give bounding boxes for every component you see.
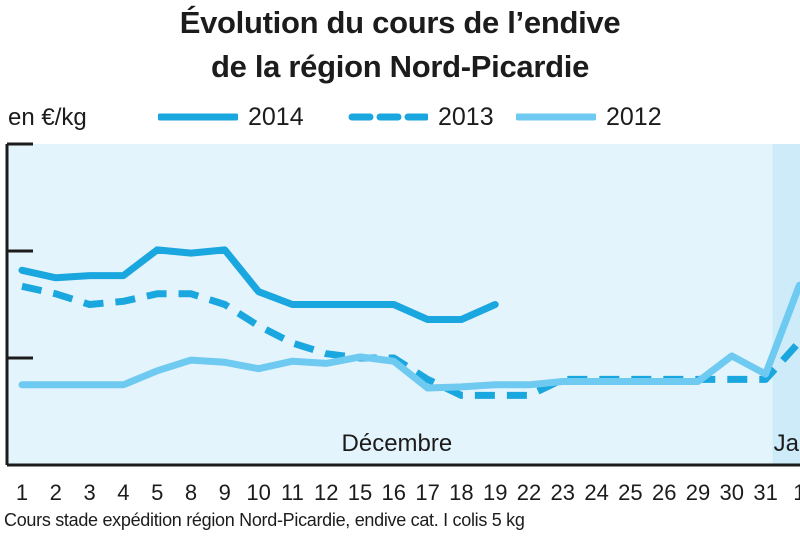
x-tick-label: 11	[281, 480, 304, 505]
y-axis-unit-label: en €/kg	[8, 104, 87, 131]
month-label: Décembre	[342, 430, 453, 457]
chart-title-line1: Évolution du cours de l’endive	[179, 5, 621, 40]
x-tick-label: 26	[652, 480, 676, 505]
x-tick-label: 16	[382, 480, 406, 505]
x-tick-label: 4	[117, 480, 129, 505]
x-tick-label: 24	[584, 480, 608, 505]
legend-label-2012: 2012	[606, 102, 662, 131]
x-tick-label: 25	[618, 480, 642, 505]
line-chart: DécembreJanv1234589101112151617181922232…	[5, 142, 800, 505]
x-tick-label: 12	[314, 480, 338, 505]
x-tick-label: 15	[348, 480, 372, 505]
legend-item-2013: 2013	[348, 100, 494, 134]
x-tick-label: 31	[753, 480, 777, 505]
x-tick-label: 3	[83, 480, 95, 505]
x-tick-label: 22	[517, 480, 541, 505]
x-tick-label: 19	[483, 480, 507, 505]
legend-swatch-2013	[348, 113, 428, 121]
x-tick-label: 2	[50, 480, 62, 505]
chart-title-line2: de la région Nord-Picardie	[210, 49, 590, 84]
series-line-2012	[18, 281, 800, 392]
x-tick-label: 18	[449, 480, 473, 505]
chart-footnote: Cours stade expédition région Nord-Picar…	[4, 510, 525, 530]
legend-swatch-2012	[516, 113, 596, 121]
x-tick-label: 1	[793, 480, 800, 505]
x-tick-label: 10	[246, 480, 270, 505]
plot-background-january	[772, 144, 800, 465]
x-tick-label: 8	[185, 480, 197, 505]
legend-item-2014: 2014	[158, 100, 304, 134]
x-tick-label: 29	[686, 480, 710, 505]
x-tick-label: 30	[720, 480, 744, 505]
x-tick-label: 5	[151, 480, 163, 505]
legend-label-2013: 2013	[438, 102, 494, 131]
x-tick-label: 23	[551, 480, 575, 505]
series-line-2014	[18, 246, 499, 323]
month-label: Janv	[774, 430, 800, 457]
x-tick-label: 1	[16, 480, 28, 505]
legend-swatch-2014	[158, 113, 238, 121]
legend-item-2012: 2012	[516, 100, 662, 134]
legend-label-2014: 2014	[248, 102, 304, 131]
x-tick-label: 9	[219, 480, 231, 505]
x-tick-label: 17	[415, 480, 439, 505]
